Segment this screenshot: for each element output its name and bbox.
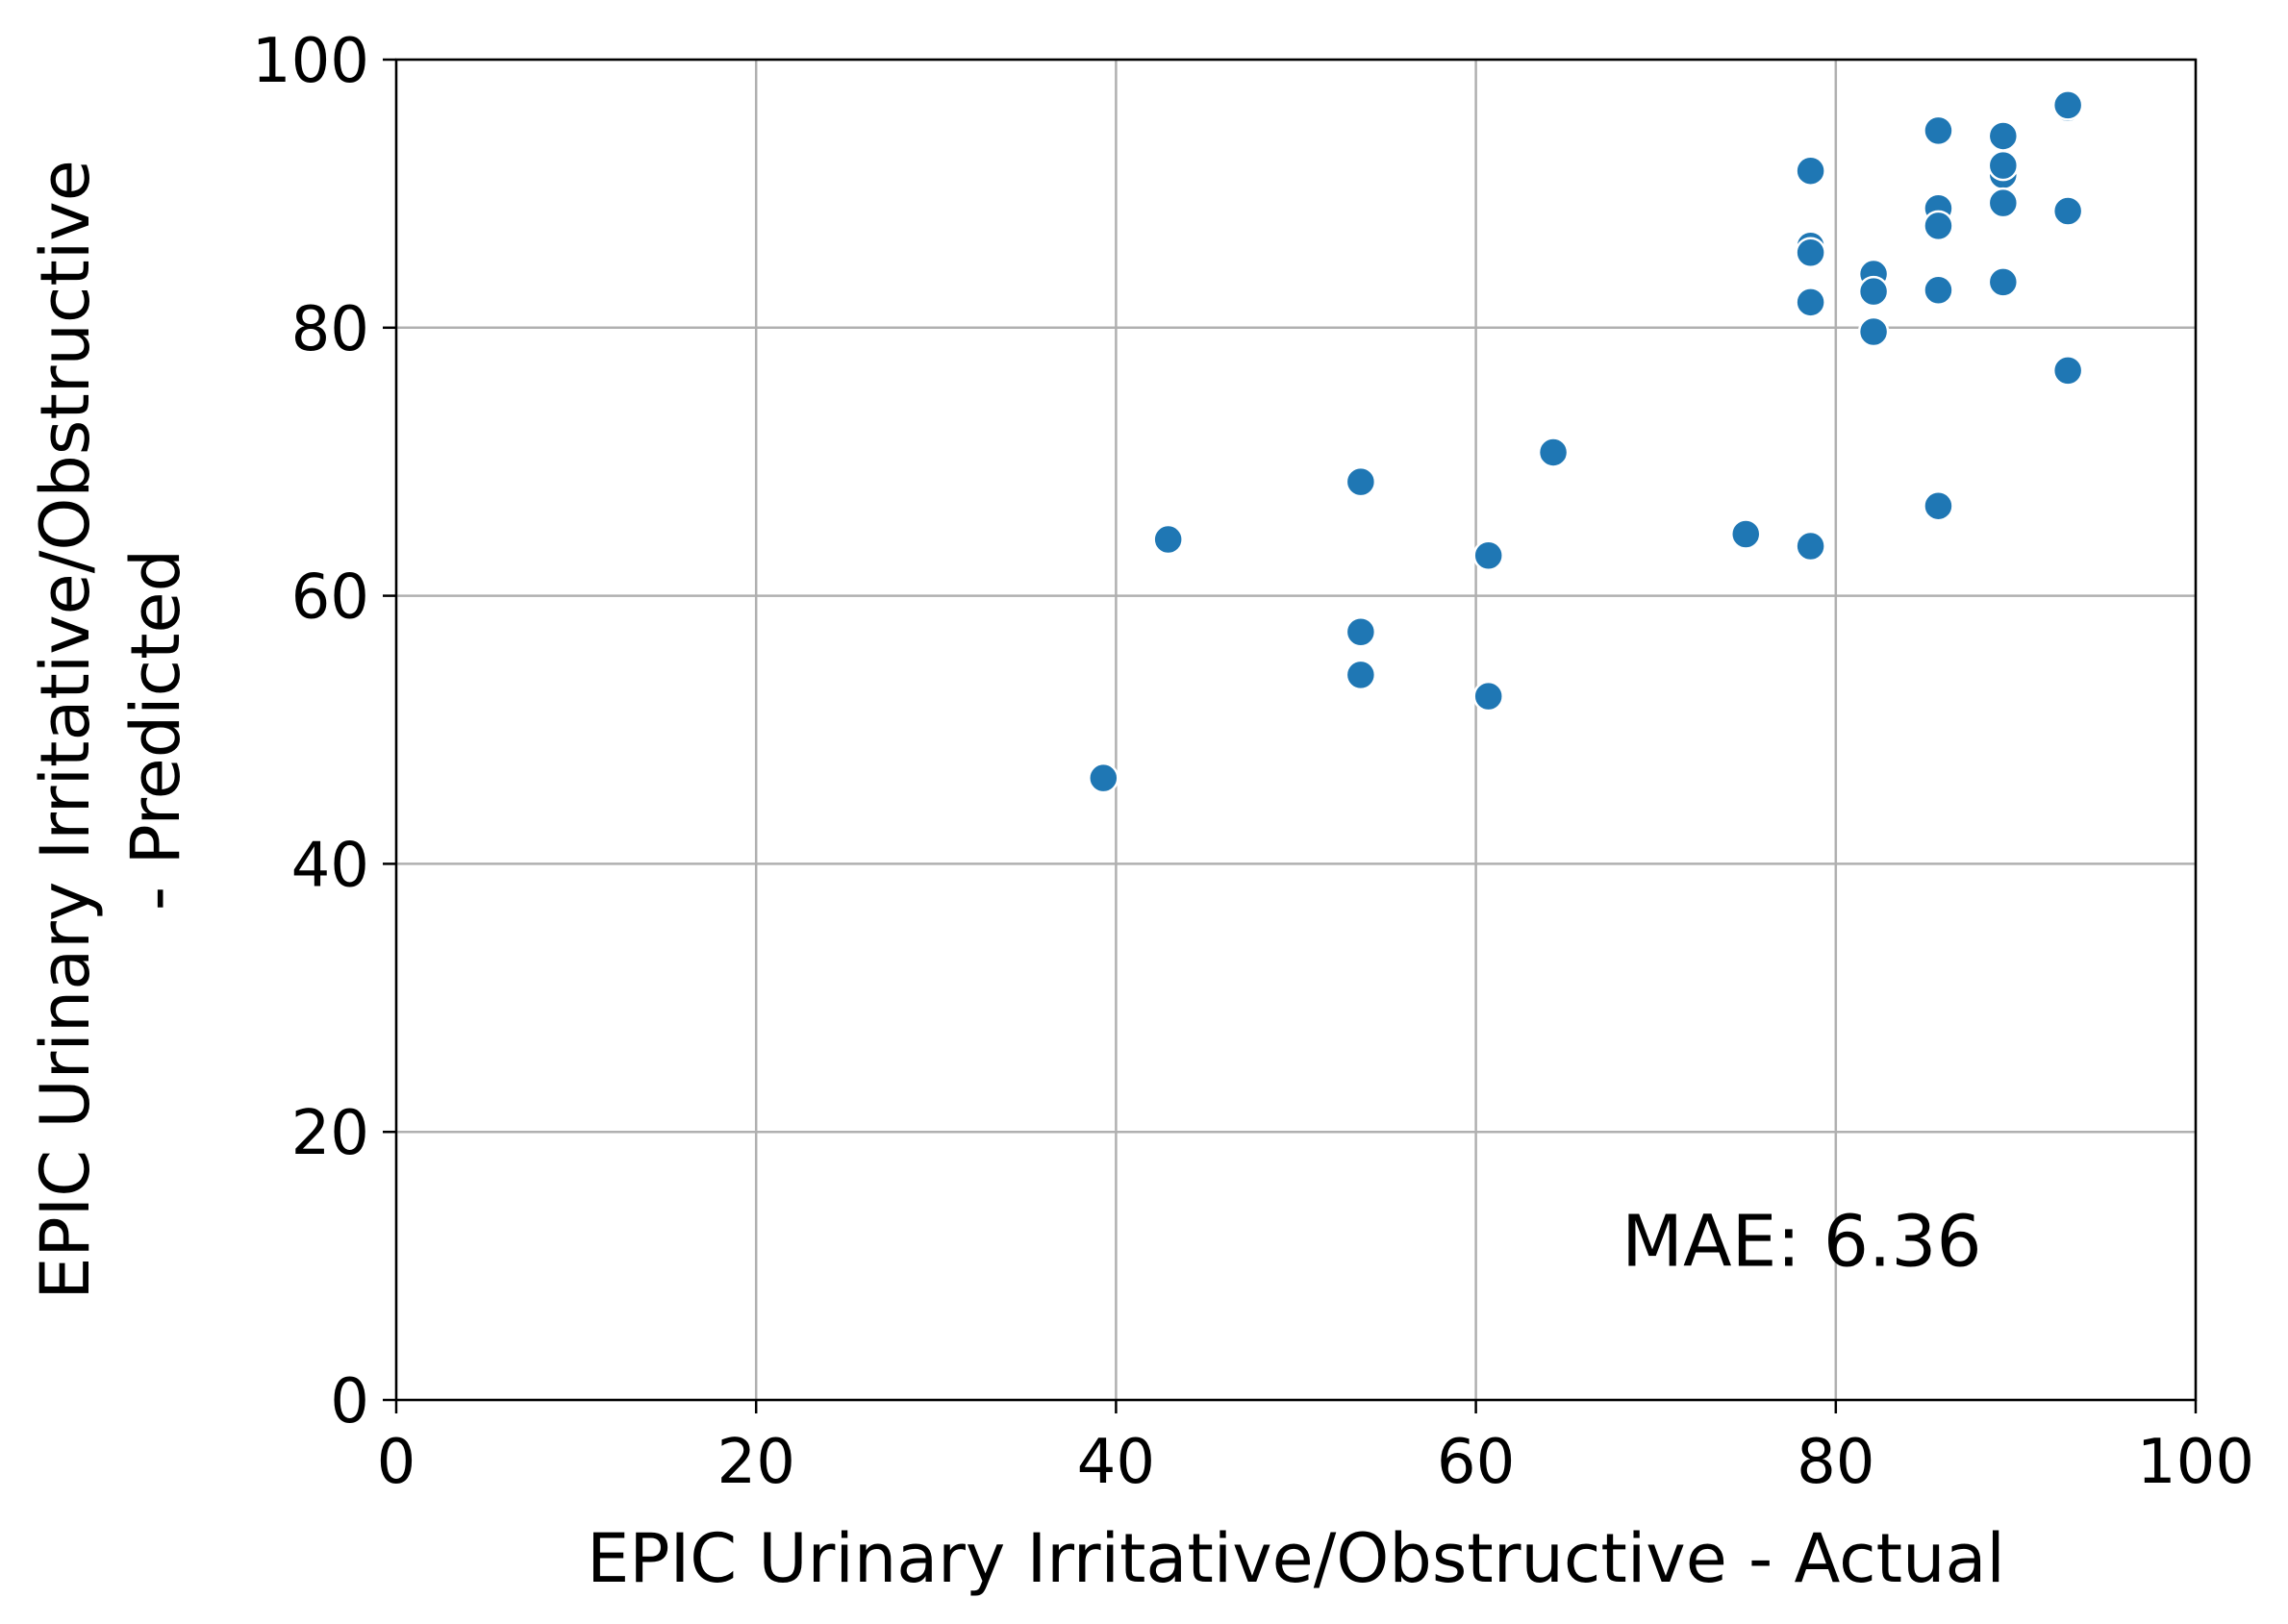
x-tick-label: 40	[1077, 1427, 1155, 1498]
x-tick-label: 0	[377, 1427, 416, 1498]
grid-layer	[394, 58, 2198, 1402]
ticks-layer: 0 20 40 60 80 100 0 20 40 60 80 100	[252, 26, 2254, 1498]
data-point-3	[1345, 615, 1377, 648]
y-tick-label: 20	[291, 1098, 369, 1169]
data-point-28	[2051, 89, 2084, 121]
plot-frame	[394, 58, 2198, 1402]
data-point-11	[1795, 237, 1826, 268]
y-tick-label: 80	[291, 294, 369, 365]
data-point-6	[1472, 680, 1504, 712]
x-tick-label: 60	[1437, 1427, 1515, 1498]
data-point-20	[1923, 274, 1954, 307]
data-point-1	[1152, 523, 1184, 556]
data-point-16	[1857, 315, 1890, 348]
data-point-19	[1923, 210, 1954, 242]
points-layer	[1088, 89, 2084, 794]
data-point-21	[1923, 489, 1954, 522]
data-point-13	[1795, 530, 1826, 562]
data-point-2	[1345, 465, 1377, 498]
y-axis-title-line-1: EPIC Urinary Irritative/Obstructive	[26, 160, 105, 1300]
x-tick-label: 20	[717, 1427, 794, 1498]
x-tick-label: 100	[2137, 1427, 2254, 1498]
y-tick-label: 100	[252, 26, 369, 97]
x-tick-label: 80	[1797, 1427, 1874, 1498]
y-tick-label: 60	[291, 562, 369, 634]
data-point-5	[1472, 539, 1504, 572]
data-point-30	[2051, 355, 2084, 387]
data-point-0	[1088, 762, 1119, 794]
data-point-15	[1857, 275, 1890, 308]
data-point-29	[2051, 195, 2084, 227]
mae-annotation: MAE: 6.36	[1622, 1201, 1981, 1284]
x-axis-title: EPIC Urinary Irritative/Obstructive - Ac…	[587, 1519, 2005, 1598]
data-point-8	[1730, 518, 1762, 550]
data-point-24	[1987, 149, 2020, 182]
data-point-12	[1795, 287, 1826, 318]
data-point-25	[1987, 187, 2020, 219]
y-tick-label: 0	[330, 1366, 369, 1437]
y-axis-title-line-2: - Predicted	[116, 549, 195, 911]
data-point-17	[1923, 114, 1954, 147]
data-point-9	[1795, 155, 1826, 187]
data-point-22	[1987, 120, 2020, 152]
y-tick-label: 40	[291, 830, 369, 901]
data-point-26	[1987, 266, 2020, 298]
data-point-4	[1345, 659, 1377, 691]
data-point-7	[1537, 437, 1570, 468]
